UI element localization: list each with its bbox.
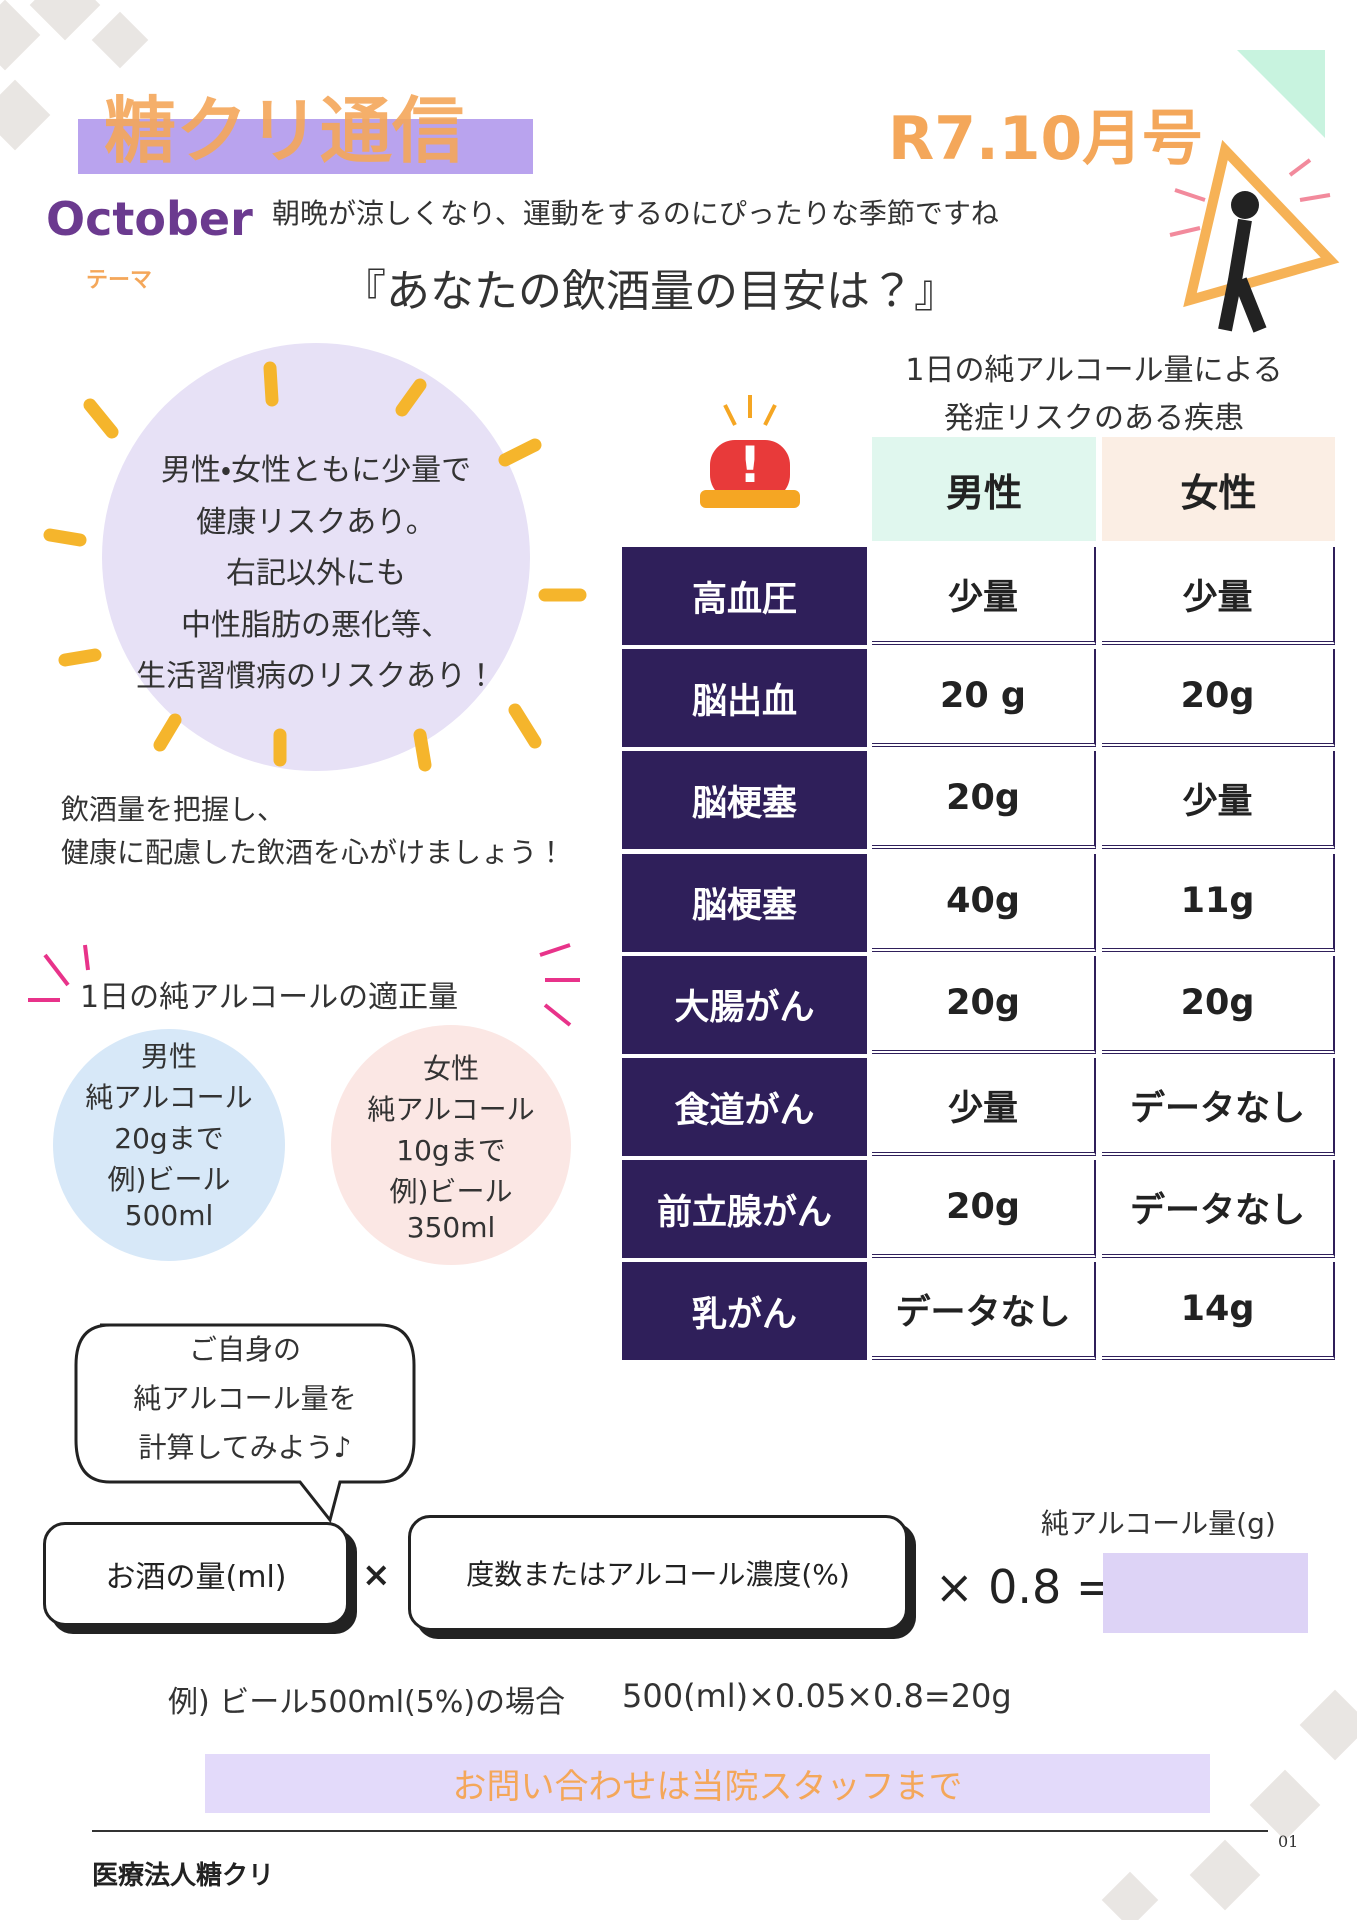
- footer-org: 医療法人糖クリ: [92, 1861, 275, 1891]
- advice-line: 飲酒量を把握し、: [61, 793, 286, 826]
- row-label: 脳梗塞: [622, 853, 867, 952]
- intro: 朝晩が涼しくなり、運動をするのにぴったりな季節ですね: [272, 197, 999, 230]
- example-calc: 500(ml)×0.05×0.8=20g: [622, 1677, 1012, 1715]
- daily-title: 1日の純アルコールの適正量: [80, 980, 459, 1015]
- theme: 『あなたの飲酒量の目安は？』: [342, 266, 958, 317]
- row-label: 高血圧: [622, 547, 867, 645]
- table-cell: 少量: [872, 547, 1096, 645]
- row-label: 乳がん: [622, 1262, 867, 1361]
- degree-box: 度数またはアルコール濃度(%): [408, 1515, 908, 1631]
- page-number: 01: [1278, 1832, 1299, 1851]
- contact: お問い合わせは当院スタッフまで: [205, 1754, 1210, 1813]
- speech-line: ご自身の: [188, 1333, 302, 1366]
- bubble-line: 右記以外にも: [226, 556, 406, 591]
- table-cell: 20g: [1102, 955, 1335, 1054]
- table-cell: データなし: [1102, 1058, 1335, 1156]
- row-label: 食道がん: [622, 1058, 867, 1156]
- bubble-line: 男性・女性ともに少量で: [160, 453, 472, 488]
- table-caption: 発症リスクのある疾患: [944, 401, 1244, 436]
- female-line: 女性: [422, 1052, 480, 1085]
- table-cell: 20 g: [872, 649, 1096, 748]
- female-line: 10gまで: [396, 1134, 506, 1167]
- male-line: 500ml: [124, 1199, 214, 1232]
- table-cell: データなし: [1102, 1160, 1335, 1259]
- table-caption: 1日の純アルコール量による: [905, 353, 1283, 388]
- row-label: 脳出血: [622, 649, 867, 748]
- bubble-line: 生活習慣病のリスクあり！: [136, 659, 496, 694]
- table-cell: 20g: [872, 751, 1096, 850]
- row-label: 脳梗塞: [622, 751, 867, 850]
- speech-line: 純アルコール量を: [133, 1382, 357, 1415]
- male-line: 例)ビール: [107, 1163, 231, 1196]
- speech-line: 計算してみよう♪: [138, 1431, 352, 1464]
- title-bar: [78, 119, 533, 174]
- female-line: 例)ビール: [389, 1175, 513, 1208]
- table-cell: データなし: [872, 1262, 1096, 1361]
- result-label: 純アルコール量(g): [1041, 1507, 1276, 1540]
- badge: October: [46, 192, 253, 246]
- table-cell: 少量: [1102, 547, 1335, 645]
- svg-text:!: !: [739, 436, 762, 494]
- issue: R7.10月号: [888, 104, 1203, 174]
- female-line: 350ml: [406, 1211, 496, 1244]
- table-cell: 20g: [1102, 649, 1335, 748]
- table-cell: 少量: [872, 1058, 1096, 1156]
- male-line: 20gまで: [114, 1122, 224, 1155]
- theme-label: テーマ: [86, 268, 153, 293]
- title: 糖クリ通信: [104, 89, 465, 173]
- table-cell: 11g: [1102, 853, 1335, 952]
- female-line: 純アルコール: [367, 1093, 535, 1126]
- table-cell: 20g: [872, 955, 1096, 1054]
- table-cell: 14g: [1102, 1262, 1335, 1361]
- advice-line: 健康に配慮した飲酒を心がけましょう！: [61, 836, 566, 869]
- table-header: 男性: [872, 437, 1096, 541]
- result-box: [1103, 1553, 1308, 1633]
- bubble-line: 中性脂肪の悪化等、: [181, 607, 451, 643]
- amount-box: お酒の量(ml): [43, 1522, 349, 1626]
- row-label: 前立腺がん: [622, 1160, 867, 1259]
- table-header: 女性: [1102, 437, 1335, 541]
- male-line: 男性: [140, 1040, 198, 1073]
- factor: × 0.8 =: [935, 1560, 1115, 1614]
- bubble-line: 健康リスクあり。: [196, 504, 436, 540]
- row-label: 大腸がん: [622, 955, 867, 1054]
- male-line: 純アルコール: [85, 1081, 253, 1114]
- table-cell: 少量: [1102, 751, 1335, 850]
- table-cell: 20g: [872, 1160, 1096, 1259]
- example-label: 例) ビール500ml(5%)の場合: [168, 1685, 566, 1720]
- times: ×: [362, 1555, 391, 1595]
- table-cell: 40g: [872, 853, 1096, 952]
